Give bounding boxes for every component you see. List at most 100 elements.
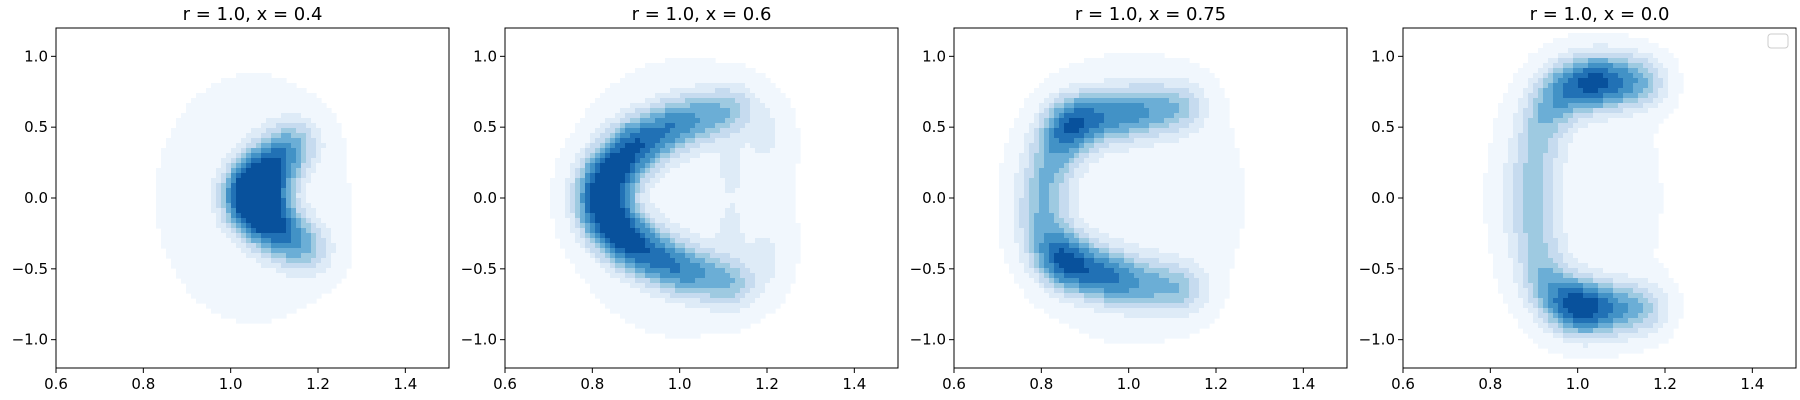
contour-cell [590, 148, 596, 154]
contour-cell [191, 213, 197, 219]
contour-cell [750, 273, 756, 279]
contour-cell [635, 273, 641, 279]
contour-cell [1009, 143, 1015, 149]
contour-cell [231, 143, 237, 149]
contour-cell [1224, 153, 1230, 159]
contour-cell [1154, 68, 1160, 74]
contour-cell [595, 233, 601, 239]
contour-cell [710, 238, 716, 244]
contour-cell [610, 83, 616, 89]
contour-cell [650, 193, 656, 199]
contour-cell [1094, 58, 1100, 64]
contour-cell [770, 183, 776, 189]
contour-cell [306, 143, 312, 149]
contour-cell [720, 323, 726, 329]
contour-cell [1164, 83, 1170, 89]
contour-cell [276, 208, 282, 214]
contour-cell [710, 323, 716, 329]
contour-cell [201, 163, 207, 169]
contour-cell [685, 218, 691, 224]
contour-cell [735, 313, 741, 319]
contour-cell [720, 258, 726, 264]
contour-cell [211, 208, 217, 214]
contour-cell [166, 183, 172, 189]
contour-cell [650, 283, 656, 289]
contour-cell [206, 203, 212, 209]
contour-cell [785, 208, 791, 214]
contour-cell [670, 58, 676, 64]
contour-cell [790, 198, 796, 204]
contour-cell [186, 263, 192, 269]
contour-cell [271, 178, 277, 184]
contour-cell [311, 108, 317, 114]
contour-cell [650, 128, 656, 134]
contour-cell [1074, 143, 1080, 149]
contour-cell [1194, 93, 1200, 99]
contour-cell [740, 153, 746, 159]
contour-cell [211, 233, 217, 239]
contour-cell [745, 208, 751, 214]
contour-cell [176, 133, 182, 139]
contour-cell [1149, 58, 1155, 64]
contour-cell [725, 268, 731, 274]
contour-cell [216, 278, 222, 284]
contour-cell [640, 283, 646, 289]
contour-cell [306, 273, 312, 279]
contour-cell [765, 123, 771, 129]
contour-cell [575, 208, 581, 214]
contour-cell [1029, 158, 1035, 164]
contour-cell [630, 208, 636, 214]
contour-cell [690, 243, 696, 249]
contour-cell [1094, 108, 1100, 114]
contour-cell [1214, 133, 1220, 139]
contour-cell [785, 218, 791, 224]
contour-cell [565, 213, 571, 219]
contour-cell [231, 278, 237, 284]
contour-cell [261, 298, 267, 304]
contour-cell [605, 273, 611, 279]
contour-cell [206, 273, 212, 279]
contour-cell [216, 158, 222, 164]
contour-cell [755, 233, 761, 239]
contour-cell [705, 283, 711, 289]
contour-cell [700, 113, 706, 119]
contour-cell [1084, 108, 1090, 114]
contour-cell [745, 98, 751, 104]
contour-cell [680, 333, 686, 339]
contour-cell [1214, 148, 1220, 154]
contour-cell [176, 153, 182, 159]
contour-cell [1004, 143, 1010, 149]
contour-cell [1029, 143, 1035, 149]
contour-cell [750, 303, 756, 309]
contour-cell [655, 73, 661, 79]
contour-cell [710, 143, 716, 149]
contour-cell [620, 188, 626, 194]
contour-cell [221, 293, 227, 299]
contour-cell [775, 233, 781, 239]
contour-cell [1084, 188, 1090, 194]
contour-cell [316, 243, 322, 249]
contour-cell [755, 288, 761, 294]
contour-cell [670, 328, 676, 334]
contour-cell [790, 118, 796, 124]
contour-cell [1164, 103, 1170, 109]
contour-cell [326, 148, 332, 154]
contour-cell [301, 238, 307, 244]
contour-cell [665, 223, 671, 229]
contour-cell [740, 208, 746, 214]
contour-cell [595, 118, 601, 124]
contour-cell [236, 88, 242, 94]
contour-cell [600, 158, 606, 164]
contour-cell [191, 243, 197, 249]
contour-cell [565, 148, 571, 154]
contour-cell [1114, 123, 1120, 129]
contour-cell [336, 243, 342, 249]
contour-cell [610, 263, 616, 269]
contour-cell [795, 138, 801, 144]
contour-cell [281, 268, 287, 274]
contour-cell [600, 273, 606, 279]
contour-cell [1189, 108, 1195, 114]
contour-cell [291, 273, 297, 279]
contour-cell [620, 203, 626, 209]
contour-cell [705, 303, 711, 309]
